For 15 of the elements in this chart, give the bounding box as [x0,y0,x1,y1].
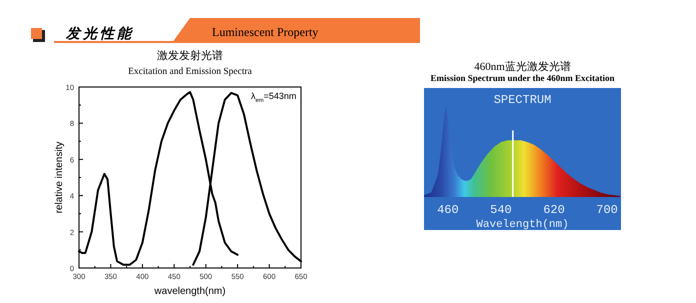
x-axis-title: wavelength(nm) [153,286,226,297]
chart-subtitle: Excitation and Emission Spectra [128,67,253,77]
x-tick-label: 620 [543,203,565,217]
x-tick-label: 460 [437,203,459,217]
chart-title: 460nm蓝光激发光谱 [474,60,571,73]
chart-title: 激发发射光谱 [157,49,223,62]
text: 发光性能 [65,25,134,41]
chart-subtitle: Emission Spectrum under the 460nm Excitation [430,73,615,83]
annotation: λ$_{em}$=543nm [251,91,296,104]
y-axis-title: relative intensity [54,142,65,214]
x-tick-label: 540 [490,203,512,217]
x-axis-title: Wavelength(nm) [476,219,569,231]
annotation: SPECTRUM [494,93,552,107]
x-tick-label: 700 [596,203,618,217]
text: Luminescent Property [212,25,318,39]
